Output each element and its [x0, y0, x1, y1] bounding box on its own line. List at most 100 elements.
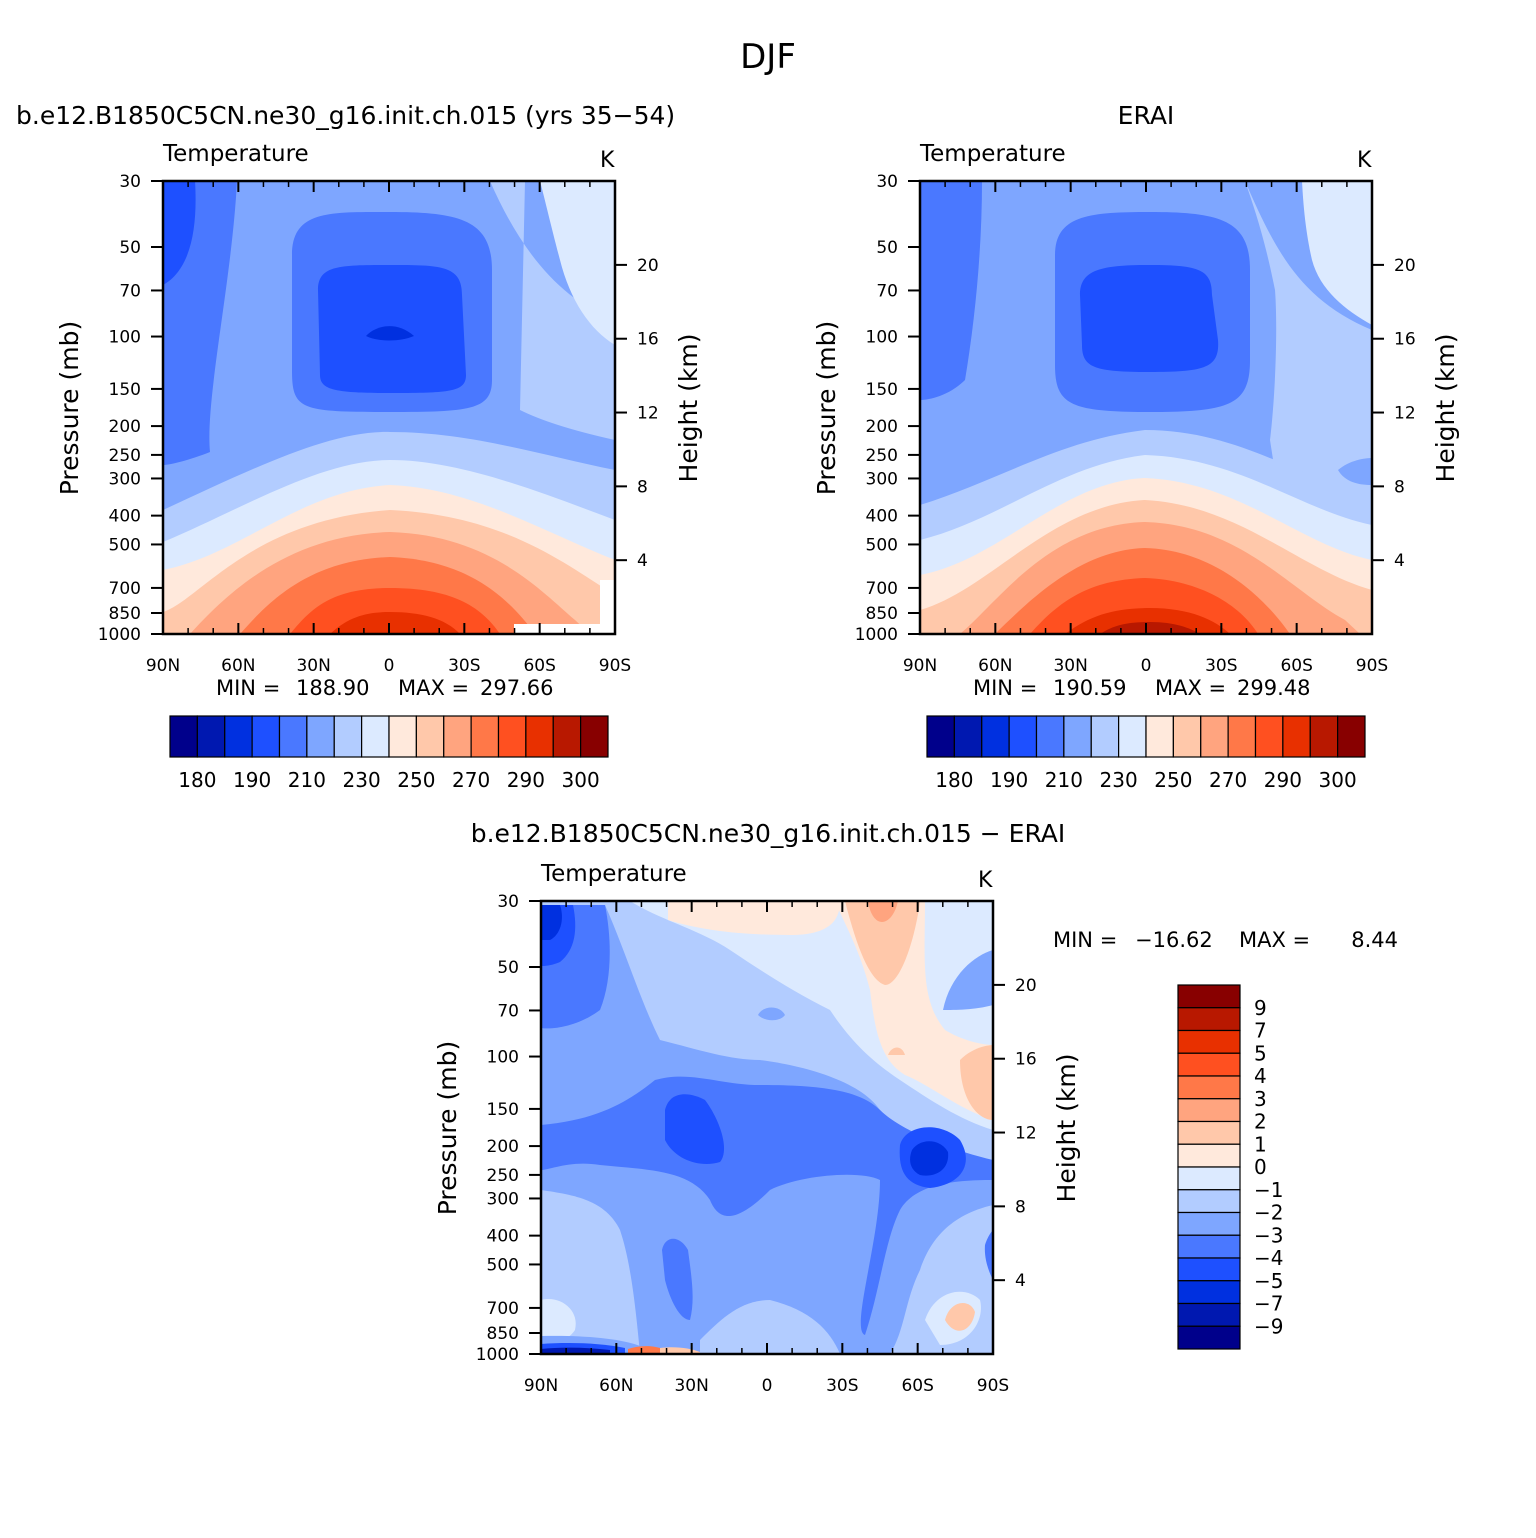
diff-min-label: MIN = [1053, 928, 1117, 952]
model-band [163, 181, 196, 285]
obs-min-value: 190.59 [1053, 676, 1126, 700]
obs-y-tick-label: 500 [866, 535, 898, 555]
diff-y-tick-label: 400 [487, 1227, 519, 1247]
model-colorbar-swatch [497, 715, 527, 758]
obs-y2label: Height (km) [1431, 334, 1460, 483]
model-units-label: K [600, 148, 615, 173]
obs-x-tick-label: 60S [1280, 656, 1312, 676]
model-colorbar-swatch [224, 715, 253, 758]
model-band [490, 181, 615, 440]
model-colorbar-label: 180 [178, 768, 216, 792]
obs-y-tick-label: 1000 [855, 625, 898, 645]
diff-band [541, 1299, 576, 1341]
model-x-tick-label: 30S [448, 656, 480, 676]
obs-x-tick-label: 0 [1141, 656, 1152, 676]
diff-colorbar-swatch [1177, 1098, 1241, 1123]
diff-y-tick-label: 70 [497, 1001, 519, 1021]
model-y-tick-label: 30 [119, 172, 141, 192]
obs-band [1302, 181, 1372, 325]
obs-colorbar-swatch [1227, 715, 1257, 758]
diff-ylabel: Pressure (mb) [433, 1041, 462, 1215]
obs-colorbar-swatch [1118, 715, 1147, 758]
model-y-tick-label: 300 [109, 469, 141, 489]
obs-colorbar-swatch [1254, 715, 1284, 758]
diff-units-label: K [978, 868, 993, 893]
model-minmax: MIN = 188.90 MAX = 297.66 [216, 676, 553, 700]
model-panel: b.e12.B1850C5CN.ne30_g16.init.ch.015 (yr… [16, 101, 703, 792]
obs-x-tick-label: 30S [1205, 656, 1237, 676]
diff-band [668, 901, 840, 935]
model-colorbar-swatch [169, 715, 198, 758]
diff-x-tick-label: 60S [901, 1376, 933, 1396]
diff-band [665, 1094, 725, 1164]
diff-colorbar-label: −9 [1254, 1314, 1283, 1338]
diff-y-tick-label: 150 [487, 1100, 519, 1120]
obs-colorbar: 180 190 210 230 250 270 290 300 [926, 715, 1366, 792]
model-colorbar-label: 300 [562, 768, 600, 792]
diff-colorbar-swatch [1177, 1302, 1241, 1327]
obs-panel: ERAI Temperature K 90N 60N 30N 0 30S 60S 90S 30… [812, 101, 1460, 792]
obs-x-tick-label: 90N [903, 656, 937, 676]
model-y2-tick-label: 12 [637, 404, 659, 424]
diff-colorbar-swatch [1177, 1120, 1241, 1145]
model-band [290, 588, 500, 634]
diff-band [945, 1302, 975, 1331]
obs-y-tick-label: 30 [876, 172, 898, 192]
model-missing-mask [600, 580, 615, 634]
diff-y-tick-label: 50 [497, 958, 519, 978]
obs-y-tick-label: 400 [866, 507, 898, 527]
obs-ylabel: Pressure (mb) [812, 321, 841, 495]
obs-colorbar-swatch [1063, 715, 1092, 758]
obs-variable-label: Temperature [919, 141, 1066, 167]
model-x-tick-label: 90S [599, 656, 631, 676]
model-min-value: 188.90 [296, 676, 369, 700]
model-max-label: MAX = [398, 676, 469, 700]
diff-colorbar-label: 5 [1254, 1041, 1267, 1065]
obs-y2-tick-label: 4 [1394, 551, 1405, 571]
diff-colorbar-swatch [1177, 1143, 1241, 1168]
model-colorbar-swatch [580, 715, 609, 758]
obs-band [1338, 458, 1372, 485]
diff-y-tick-label: 100 [487, 1048, 519, 1068]
model-field [163, 181, 615, 634]
diff-colorbar-swatch [1177, 1189, 1241, 1214]
obs-x-tick-label: 90S [1356, 656, 1388, 676]
obs-x-tick-label: 30N [1053, 656, 1087, 676]
diff-band [845, 901, 920, 985]
obs-y2-tick-label: 20 [1394, 256, 1416, 276]
model-y2-tick-label: 20 [637, 256, 659, 276]
diff-colorbar-label: 7 [1254, 1019, 1267, 1043]
obs-colorbar-swatch [1337, 715, 1366, 758]
diff-band [758, 1007, 785, 1021]
obs-y-tick-label: 70 [876, 281, 898, 301]
diff-max-value: 8.44 [1351, 928, 1398, 952]
diff-colorbar-swatch [1177, 1280, 1241, 1305]
model-colorbar-swatch [196, 715, 226, 758]
diff-band [984, 1230, 993, 1280]
diff-y-tick-label: 850 [487, 1324, 519, 1344]
diff-band [960, 1045, 993, 1120]
model-y-tick-label: 700 [109, 579, 141, 599]
diff-min-value: −16.62 [1135, 928, 1213, 952]
model-x-tick-label: 30N [296, 656, 330, 676]
diff-band [541, 905, 562, 940]
obs-field [920, 181, 1372, 634]
diff-x-tick-label: 90N [524, 1376, 558, 1396]
diff-y-tick-label: 200 [487, 1137, 519, 1157]
obs-y2-tick-label: 16 [1394, 330, 1416, 350]
model-colorbar-label: 230 [343, 768, 381, 792]
model-y2label: Height (km) [674, 334, 703, 483]
diff-band [541, 1076, 993, 1335]
model-colorbar-label: 210 [288, 768, 326, 792]
diff-y2-tick-label: 12 [1015, 1124, 1037, 1144]
diff-y2-tick-label: 20 [1015, 976, 1037, 996]
diff-x-tick-label: 30N [674, 1376, 708, 1396]
model-colorbar-swatch [278, 715, 308, 758]
obs-colorbar-swatch [926, 715, 955, 758]
model-y-tick-label: 250 [109, 446, 141, 466]
obs-colorbar-swatch [981, 715, 1010, 758]
model-x-tick-label: 60S [523, 656, 555, 676]
diff-band [943, 950, 993, 1010]
